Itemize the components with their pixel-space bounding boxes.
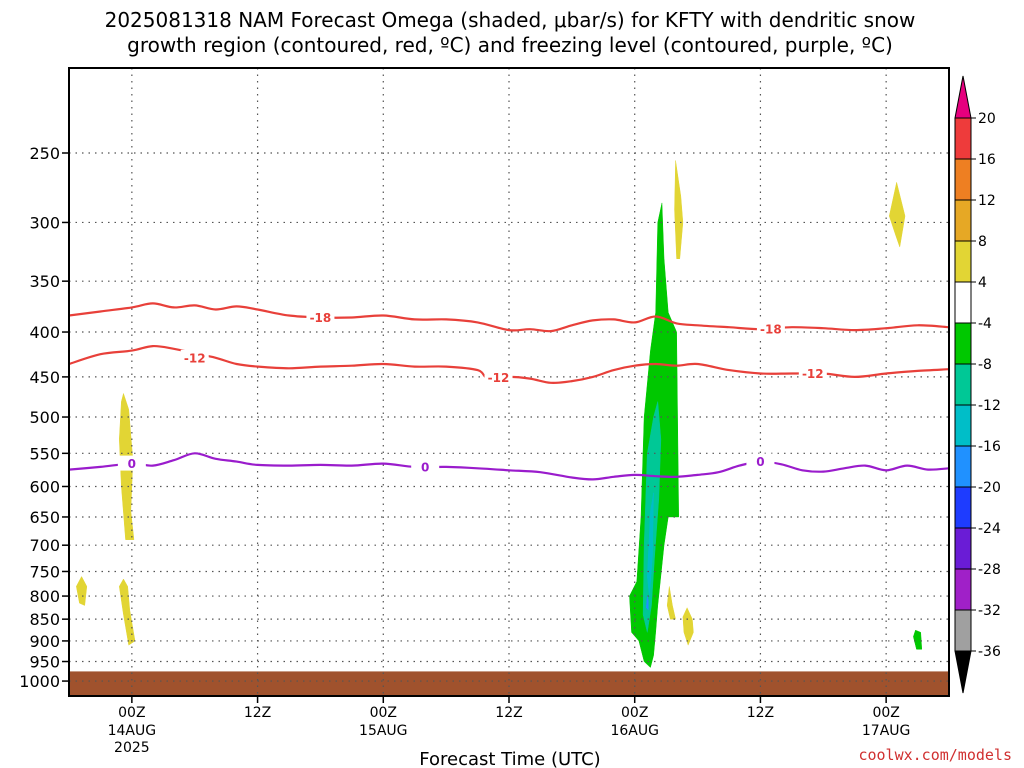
- colorbar-bin: [954, 117, 972, 160]
- y-tick-label: 1000: [19, 672, 60, 691]
- contour-label-bg: [306, 309, 335, 325]
- colorbar-label: -20: [978, 480, 1001, 496]
- contour-label: -18: [310, 311, 332, 325]
- colorbar-bin: [954, 199, 972, 242]
- colorbar-label: -36: [978, 644, 1001, 660]
- contour-label: -12: [184, 351, 206, 365]
- colorbar-bin: [954, 158, 972, 201]
- colorbar-label: 20: [978, 111, 996, 127]
- contour-label: 0: [756, 455, 764, 469]
- x-tick-label: 00Z: [621, 705, 648, 721]
- y-tick-label: 250: [29, 144, 60, 163]
- contour-label: -18: [760, 323, 782, 337]
- omega-region-yellow-16aug-upper: [674, 160, 684, 260]
- x-tick-label: 12Z: [495, 705, 522, 721]
- colorbar-bin: [954, 240, 972, 283]
- y-tick-label: 800: [29, 587, 60, 606]
- chart-title-line-1: 2025081318 NAM Forecast Omega (shaded, μ…: [105, 8, 916, 32]
- contour-label-bg: [756, 321, 785, 337]
- colorbar-label: -32: [978, 603, 1001, 619]
- colorbar-label: -12: [978, 398, 1001, 414]
- x-tick-label: 12Z: [244, 705, 271, 721]
- contour-label: -12: [802, 367, 824, 381]
- colorbar-label: 12: [978, 193, 996, 209]
- ground-fill: [69, 671, 949, 696]
- y-tick-label: 500: [29, 408, 60, 427]
- x-tick-label: 00Z: [370, 705, 397, 721]
- omega-region-blue-16aug-core: [645, 596, 649, 611]
- contour-label-bg: [117, 455, 146, 471]
- omega-region-green-17aug-lower: [913, 629, 923, 650]
- colorbar-bin: [954, 568, 972, 611]
- x-tick-date: 15AUG: [359, 723, 408, 739]
- colorbar-bin: [954, 609, 972, 652]
- y-tick-label: 950: [29, 653, 60, 672]
- y-tick-label: 300: [29, 213, 60, 232]
- colorbar-bin: [954, 445, 972, 488]
- y-tick-label: 450: [29, 368, 60, 387]
- contour-label-bg: [411, 458, 440, 474]
- colorbar-label: 4: [978, 275, 987, 291]
- omega-region-yellow-14aug-lower: [119, 578, 136, 646]
- contour-label-bg: [484, 369, 513, 385]
- colorbar-bin: [954, 322, 972, 365]
- y-tick-label: 350: [29, 272, 60, 291]
- omega-region-cyan-16aug-core: [647, 492, 654, 597]
- omega-region-yellow-16aug-lower-a: [666, 586, 676, 620]
- y-tick-label: 900: [29, 632, 60, 651]
- colorbar-bin: [954, 363, 972, 406]
- y-tick-label: 850: [29, 610, 60, 629]
- colorbar-label: -4: [978, 316, 992, 332]
- temperature-contours: -18 -18 -12 -12 -12 0 0 0: [69, 302, 949, 481]
- colorbar-bin: [954, 486, 972, 529]
- chart-title-line-2: growth region (contoured, red, ºC) and f…: [127, 33, 893, 57]
- ground-layer: [69, 671, 949, 696]
- colorbar: 20 16 12 8 4 -4 -8 -12 -16 -20 -24 -28 -32 -36: [954, 75, 1001, 694]
- colorbar-label: 8: [978, 234, 987, 250]
- contour-label: 0: [421, 460, 429, 474]
- x-axis-title: Forecast Time (UTC): [419, 749, 600, 768]
- y-axis: 250 300 350 400 450 500 550 600 650 700 750 800 850 9…: [19, 144, 69, 691]
- colorbar-label: -8: [978, 357, 992, 373]
- colorbar-bottom-arrow: [954, 650, 972, 694]
- contour-label: 0: [128, 457, 136, 471]
- y-tick-label: 700: [29, 536, 60, 555]
- grid-lines: [69, 68, 949, 696]
- x-tick-date: 16AUG: [610, 723, 659, 739]
- y-tick-label: 550: [29, 444, 60, 463]
- x-tick-date: 14AUG: [108, 723, 157, 739]
- x-tick-year: 2025: [114, 740, 150, 756]
- x-tick-label: 00Z: [872, 705, 899, 721]
- colorbar-label: -28: [978, 562, 1001, 578]
- omega-region-yellow-left-edge: [76, 575, 88, 606]
- y-tick-label: 750: [29, 562, 60, 581]
- contour-label-bg: [798, 365, 827, 381]
- omega-region-yellow-16aug-lower-b: [682, 607, 694, 646]
- y-tick-label: 400: [29, 323, 60, 342]
- colorbar-label: 16: [978, 152, 996, 168]
- colorbar-bin: [954, 281, 972, 324]
- colorbar-bin: [954, 404, 972, 447]
- colorbar-bin: [954, 527, 972, 570]
- y-tick-label: 650: [29, 508, 60, 527]
- contour-label: -12: [488, 371, 510, 385]
- contour-label-bg: [180, 349, 209, 365]
- x-tick-label: 12Z: [747, 705, 774, 721]
- contour-line-0: [69, 452, 949, 481]
- omega-region-yellow-17aug-upper: [889, 182, 906, 248]
- contour-label-bg: [746, 453, 775, 469]
- y-tick-label: 600: [29, 477, 60, 496]
- colorbar-label: -16: [978, 439, 1001, 455]
- credit-text: coolwx.com/models: [858, 746, 1012, 764]
- x-tick-date: 17AUG: [862, 723, 911, 739]
- colorbar-top-arrow: [954, 75, 972, 119]
- colorbar-label: -24: [978, 521, 1001, 537]
- x-tick-label: 00Z: [118, 705, 145, 721]
